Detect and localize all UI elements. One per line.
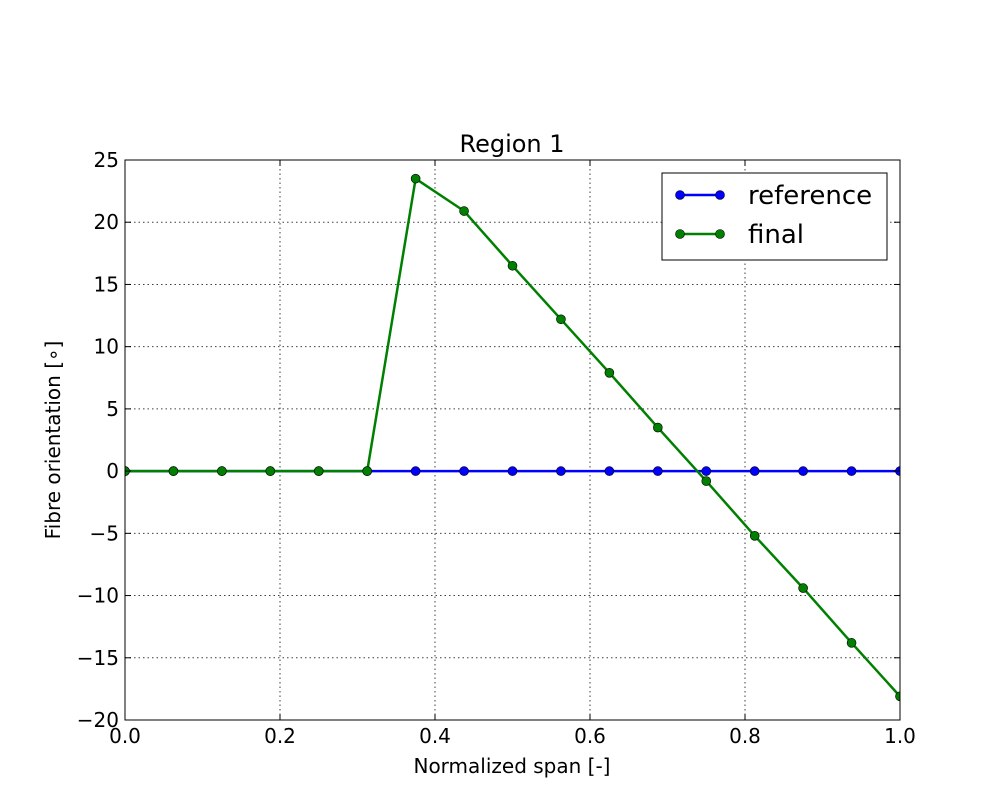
y-tick-label: 15	[94, 272, 119, 296]
data-point-reference	[507, 466, 518, 476]
series-final	[125, 173, 900, 702]
data-point-reference	[604, 466, 615, 476]
data-point-reference	[556, 466, 566, 476]
data-point-final	[846, 638, 857, 648]
data-point-final	[604, 367, 615, 378]
data-point-reference	[798, 466, 808, 476]
y-tick-label: −10	[77, 584, 119, 608]
data-point-final	[507, 260, 518, 271]
data-point-final	[749, 531, 760, 541]
data-point-final	[410, 173, 421, 184]
x-tick-label: 0.0	[109, 724, 141, 748]
y-tick-label: 25	[94, 148, 119, 172]
x-axis-title: Normalized span [-]	[413, 754, 610, 778]
legend-swatch-marker	[675, 229, 685, 239]
x-tick-label: 0.2	[264, 724, 296, 748]
y-tick-label: −15	[77, 646, 119, 670]
x-tick-label: 0.4	[419, 724, 451, 748]
y-tick-label: −5	[90, 521, 119, 545]
plot-area	[124, 159, 901, 721]
data-point-reference	[701, 466, 712, 476]
y-tick-label: 10	[94, 335, 119, 359]
data-point-final	[168, 466, 179, 476]
series-layer	[125, 173, 900, 702]
legend-label: final	[748, 220, 804, 250]
data-point-final	[895, 691, 900, 702]
data-point-final	[265, 466, 276, 476]
data-point-final	[217, 466, 227, 476]
data-point-final	[798, 583, 808, 593]
legend-box	[661, 172, 888, 261]
x-tick-label: 0.6	[574, 724, 606, 748]
data-point-reference	[749, 466, 760, 476]
legend-swatch-marker	[715, 229, 725, 239]
legend-swatch-marker	[675, 190, 685, 200]
y-tick-label: 20	[94, 210, 119, 234]
legend-label: reference	[748, 181, 872, 211]
chart-title: Region 1	[459, 130, 564, 158]
data-point-reference	[459, 466, 469, 476]
axis-ticks: 0.0 0.2 0.4 0.6 0.8 1.0 −20 −15 −10 −5 0 5 10 15 20 25	[77, 148, 916, 748]
data-point-final	[653, 422, 663, 433]
y-axis-title: Fibre orientation [∘]	[41, 341, 65, 540]
data-point-reference	[846, 466, 857, 476]
y-tick-label: −20	[77, 708, 119, 732]
data-point-reference	[653, 466, 663, 476]
x-tick-label: 0.8	[729, 724, 761, 748]
data-point-final	[362, 466, 372, 476]
data-point-final	[556, 314, 566, 325]
x-tick-label: 1.0	[884, 724, 916, 748]
legend-swatch-marker	[715, 190, 725, 200]
data-point-reference	[410, 466, 421, 476]
data-point-final	[701, 476, 712, 486]
y-tick-label: 5	[106, 397, 119, 421]
data-point-final	[313, 466, 324, 476]
data-point-final	[459, 206, 469, 216]
legend: reference final	[661, 172, 888, 261]
y-tick-label: 0	[106, 459, 119, 483]
